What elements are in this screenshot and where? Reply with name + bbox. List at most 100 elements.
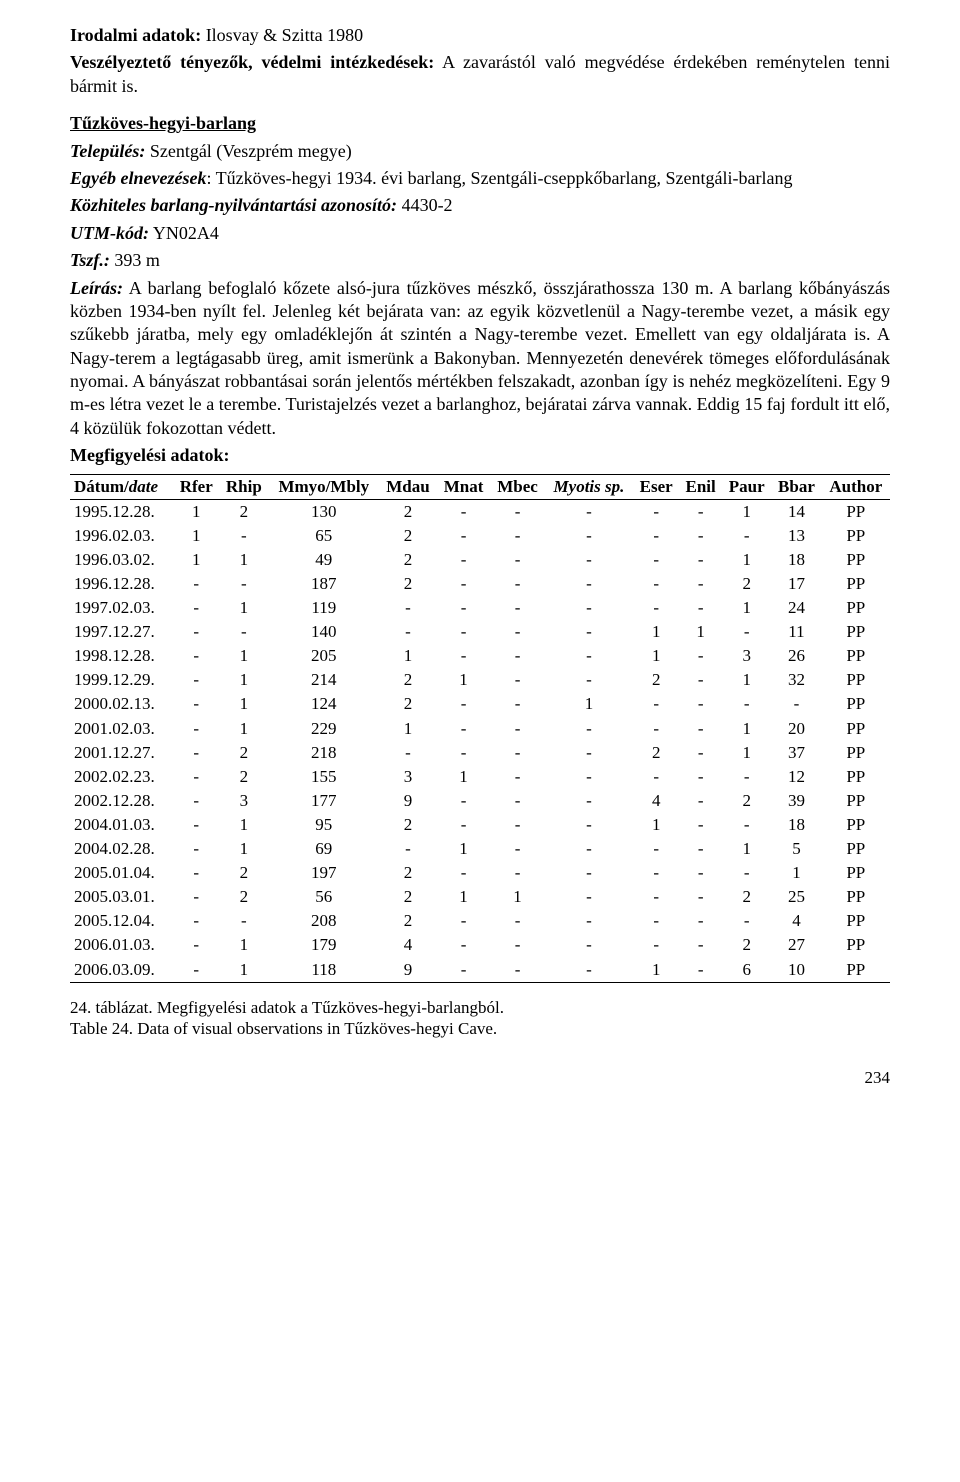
table-cell: 4 bbox=[379, 933, 437, 957]
table-cell: - bbox=[679, 499, 722, 524]
table-cell: 177 bbox=[268, 789, 379, 813]
col-mdau: Mdau bbox=[379, 474, 437, 499]
table-cell: - bbox=[490, 958, 544, 983]
table-cell: - bbox=[173, 620, 219, 644]
table-cell: 39 bbox=[771, 789, 821, 813]
table-cell: 2 bbox=[379, 909, 437, 933]
caption-en: Table 24. Data of visual observations in… bbox=[70, 1018, 890, 1039]
table-row: 2002.02.23.-215531-----12PP bbox=[70, 765, 890, 789]
table-cell: - bbox=[545, 885, 633, 909]
table-row: 2001.12.27.-2218----2-137PP bbox=[70, 741, 890, 765]
cave-title: Tűzköves-hegyi-barlang bbox=[70, 112, 890, 135]
table-cell: - bbox=[173, 765, 219, 789]
table-cell: - bbox=[633, 596, 679, 620]
label-megfigyelesi: Megfigyelési adatok: bbox=[70, 444, 890, 467]
table-cell: - bbox=[173, 789, 219, 813]
table-cell: 2001.12.27. bbox=[70, 741, 173, 765]
table-cell: 3 bbox=[379, 765, 437, 789]
table-row: 2006.01.03.-11794-----227PP bbox=[70, 933, 890, 957]
table-cell: - bbox=[722, 620, 771, 644]
table-cell: - bbox=[173, 909, 219, 933]
line-egyeb: Egyéb elnevezések: Tűzköves-hegyi 1934. … bbox=[70, 167, 890, 190]
table-cell: - bbox=[545, 548, 633, 572]
table-row: 2006.03.09.-11189---1-610PP bbox=[70, 958, 890, 983]
table-cell: 1 bbox=[722, 741, 771, 765]
table-cell: 1 bbox=[633, 620, 679, 644]
col-bbar: Bbar bbox=[771, 474, 821, 499]
paragraph-irodalmi: Irodalmi adatok: Ilosvay & Szitta 1980 bbox=[70, 24, 890, 47]
table-cell: - bbox=[490, 692, 544, 716]
table-cell: - bbox=[545, 813, 633, 837]
table-cell: 1 bbox=[173, 499, 219, 524]
table-cell: 229 bbox=[268, 717, 379, 741]
table-cell: 65 bbox=[268, 524, 379, 548]
text-irodalmi: Ilosvay & Szitta 1980 bbox=[201, 25, 363, 45]
table-header-row: Dátum/date Rfer Rhip Mmyo/Mbly Mdau Mnat… bbox=[70, 474, 890, 499]
label-leiras: Leírás: bbox=[70, 278, 123, 298]
table-cell: 214 bbox=[268, 668, 379, 692]
label-veszely: Veszélyeztető tényezők, védelmi intézked… bbox=[70, 52, 434, 72]
observations-table: Dátum/date Rfer Rhip Mmyo/Mbly Mdau Mnat… bbox=[70, 474, 890, 983]
table-cell: - bbox=[437, 741, 490, 765]
table-cell: 1 bbox=[219, 958, 268, 983]
table-cell: 2 bbox=[722, 789, 771, 813]
table-cell: PP bbox=[822, 524, 890, 548]
table-row: 1998.12.28.-12051---1-326PP bbox=[70, 644, 890, 668]
table-cell: - bbox=[545, 741, 633, 765]
table-cell: 124 bbox=[268, 692, 379, 716]
table-cell: 1 bbox=[633, 958, 679, 983]
line-utm: UTM-kód: YN02A4 bbox=[70, 222, 890, 245]
table-cell: 208 bbox=[268, 909, 379, 933]
table-row: 1997.02.03.-1119------124PP bbox=[70, 596, 890, 620]
table-cell: 2004.01.03. bbox=[70, 813, 173, 837]
table-cell: - bbox=[545, 909, 633, 933]
table-cell: 2 bbox=[379, 813, 437, 837]
table-row: 2005.03.01.-256211---225PP bbox=[70, 885, 890, 909]
table-cell: - bbox=[437, 548, 490, 572]
table-cell: 187 bbox=[268, 572, 379, 596]
table-cell: 1997.02.03. bbox=[70, 596, 173, 620]
table-row: 2004.02.28.-169-1----15PP bbox=[70, 837, 890, 861]
table-row: 2005.12.04.--2082------4PP bbox=[70, 909, 890, 933]
table-caption: 24. táblázat. Megfigyelési adatok a Tűzk… bbox=[70, 997, 890, 1040]
table-cell: - bbox=[679, 909, 722, 933]
table-cell: 1 bbox=[490, 885, 544, 909]
table-cell: 14 bbox=[771, 499, 821, 524]
table-cell: - bbox=[633, 548, 679, 572]
table-cell: PP bbox=[822, 765, 890, 789]
table-cell: 2002.02.23. bbox=[70, 765, 173, 789]
table-cell: 1998.12.28. bbox=[70, 644, 173, 668]
table-cell: 1 bbox=[633, 644, 679, 668]
table-cell: - bbox=[490, 933, 544, 957]
table-cell: PP bbox=[822, 548, 890, 572]
table-cell: PP bbox=[822, 813, 890, 837]
table-cell: 2002.12.28. bbox=[70, 789, 173, 813]
table-cell: - bbox=[633, 837, 679, 861]
label-tszf: Tszf.: bbox=[70, 250, 110, 270]
table-cell: 27 bbox=[771, 933, 821, 957]
table-cell: - bbox=[545, 668, 633, 692]
line-telepules: Település: Szentgál (Veszprém megye) bbox=[70, 140, 890, 163]
table-cell: - bbox=[679, 717, 722, 741]
table-cell: - bbox=[545, 861, 633, 885]
table-cell: - bbox=[490, 765, 544, 789]
table-cell: - bbox=[490, 596, 544, 620]
document-page: Irodalmi adatok: Ilosvay & Szitta 1980 V… bbox=[0, 0, 960, 1113]
table-cell: - bbox=[633, 933, 679, 957]
table-cell: 18 bbox=[771, 548, 821, 572]
table-cell: 20 bbox=[771, 717, 821, 741]
table-cell: - bbox=[679, 789, 722, 813]
table-cell: 26 bbox=[771, 644, 821, 668]
table-row: 1996.12.28.--1872-----217PP bbox=[70, 572, 890, 596]
table-cell: PP bbox=[822, 717, 890, 741]
label-utm: UTM-kód: bbox=[70, 223, 149, 243]
table-cell: - bbox=[771, 692, 821, 716]
table-row: 1996.02.03.1-652------13PP bbox=[70, 524, 890, 548]
table-cell: 32 bbox=[771, 668, 821, 692]
table-cell: 1 bbox=[219, 717, 268, 741]
table-cell: 2 bbox=[379, 524, 437, 548]
table-cell: - bbox=[173, 837, 219, 861]
table-cell: 2 bbox=[633, 668, 679, 692]
table-cell: - bbox=[633, 572, 679, 596]
text-egyeb: : Tűzköves-hegyi 1934. évi barlang, Szen… bbox=[206, 168, 792, 188]
